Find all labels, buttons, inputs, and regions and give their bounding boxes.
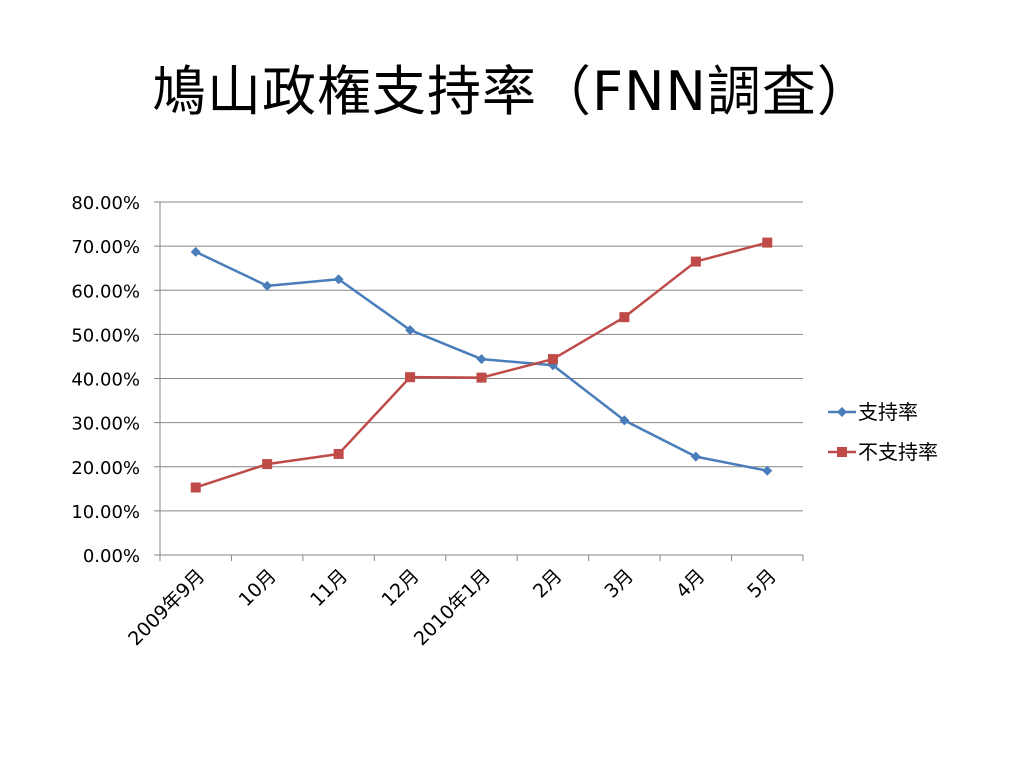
x-tick-label: 10月 [235, 565, 281, 611]
y-tick-label: 10.00% [71, 502, 140, 523]
x-tick-label: 12月 [377, 565, 423, 611]
y-tick-labels: 0.00% 10.00% 20.00% 30.00% 40.00% 50.00% 60.00… [71, 193, 140, 567]
data-point [762, 465, 773, 476]
x-tick-label: 5月 [743, 565, 781, 603]
axes [154, 201, 804, 561]
data-point [190, 482, 201, 493]
data-point [405, 372, 416, 383]
y-tick-label: 50.00% [71, 325, 140, 346]
data-point [619, 312, 630, 323]
y-tick-label: 70.00% [71, 237, 140, 258]
data-point [405, 324, 416, 335]
data-point [619, 415, 630, 426]
data-point [476, 372, 487, 383]
data-point [262, 280, 273, 291]
data-point [690, 451, 701, 462]
data-point [333, 274, 344, 285]
legend-marker [837, 407, 847, 417]
y-tick-label: 60.00% [71, 281, 140, 302]
data-point [262, 459, 273, 470]
data-point [476, 354, 487, 365]
x-tick-label: 2010年1月 [410, 565, 495, 650]
legend-label: 不支持率 [858, 440, 938, 464]
data-point [762, 237, 773, 248]
y-tick-label: 80.00% [71, 193, 140, 214]
x-tick-label: 4月 [672, 565, 710, 603]
x-tick-label: 2009年9月 [124, 565, 209, 650]
data-point [547, 354, 558, 365]
x-tick-label: 3月 [600, 565, 638, 603]
legend-marker [837, 447, 847, 457]
slide-title: 鳩山政権支持率（FNN調査） [152, 60, 872, 123]
x-tick-label: 11月 [306, 565, 352, 611]
y-tick-label: 0.00% [83, 546, 140, 567]
y-tick-label: 40.00% [71, 370, 140, 391]
data-point [190, 246, 201, 257]
y-tick-label: 20.00% [71, 458, 140, 479]
x-tick-label: 2月 [529, 565, 567, 603]
data-point [333, 448, 344, 459]
series-lines [190, 237, 773, 493]
y-tick-label: 30.00% [71, 414, 140, 435]
data-point [690, 256, 701, 267]
legend-label: 支持率 [858, 400, 918, 424]
